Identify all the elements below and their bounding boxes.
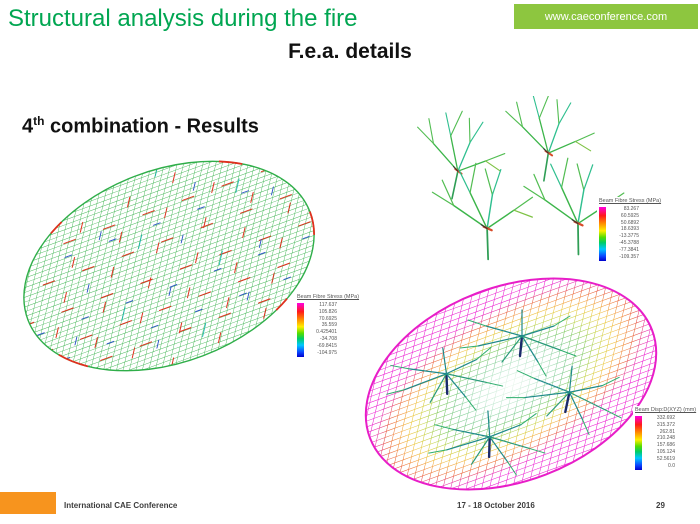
conference-url-banner: www.caeconference.com <box>514 4 698 29</box>
legend-values: 332.692 315.372 262.81 210.248 157.686 105.12… <box>645 415 675 470</box>
legend-beam-fibre-stress-left: Beam Fibre Stress (MPa) 117.637 105.826 70… <box>295 293 362 358</box>
legend-value: -109.357 <box>619 253 639 260</box>
legend-value: 210.248 <box>656 435 675 442</box>
displacement-mesh-figure <box>355 262 675 507</box>
legend-value: 0.425401 <box>316 329 337 336</box>
heading-number: 4 <box>22 115 34 138</box>
legend-value: 105.124 <box>656 448 675 455</box>
legend-value: 60.5925 <box>620 212 639 219</box>
legend-value: 83.267 <box>623 206 639 212</box>
slide-subtitle: F.e.a. details <box>288 40 412 63</box>
legend-value: -45.3788 <box>619 239 639 246</box>
stress-mesh-figure <box>9 144 329 389</box>
footer-page-number: 29 <box>656 501 665 510</box>
legend-value: -77.3841 <box>619 246 639 253</box>
legend-colorbar <box>599 207 606 261</box>
heading-text: combination - Results <box>44 115 259 138</box>
footer-conference-name: International CAE Conference <box>64 501 178 510</box>
legend-value: 18.6393 <box>620 226 639 233</box>
legend-value: 0.0 <box>668 462 675 469</box>
legend-value: 315.372 <box>656 421 675 428</box>
legend-value: 157.686 <box>656 442 675 449</box>
legend-value: 52.5619 <box>656 455 675 462</box>
legend-title: Beam Disp:D(XYZ) (mm) <box>635 407 697 413</box>
page-title: Structural analysis during the fire <box>8 5 358 32</box>
legend-title: Beam Fibre Stress (MPa) <box>599 198 662 204</box>
legend-value: 35.559 <box>321 322 337 329</box>
footer-orange-block <box>0 492 56 514</box>
legend-value: 70.6925 <box>318 315 337 322</box>
legend-value: 262.81 <box>659 428 675 435</box>
legend-value: -13.3775 <box>619 233 639 240</box>
heading-ordinal: th <box>33 114 45 128</box>
legend-value: -104.975 <box>317 349 337 356</box>
legend-colorbar <box>297 303 304 357</box>
section-heading: 4th combination - Results <box>22 114 259 139</box>
legend-colorbar <box>635 416 642 470</box>
legend-values: 117.637 105.826 70.6925 35.559 0.425401 -34.7… <box>307 302 337 357</box>
legend-beam-displacement: Beam Disp:D(XYZ) (mm) 332.692 315.372 262.… <box>633 406 699 471</box>
legend-value: 332.692 <box>656 415 675 421</box>
conference-url: www.caeconference.com <box>544 10 668 23</box>
legend-values: 83.267 60.5925 50.6892 18.6393 -13.3775 -45.3… <box>609 206 639 261</box>
legend-value: 50.6892 <box>620 219 639 226</box>
legend-value: -34.708 <box>320 335 337 342</box>
legend-beam-fibre-stress-trees: Beam Fibre Stress (MPa) 83.267 60.5925 50.… <box>597 197 664 262</box>
legend-value: -69.8415 <box>317 342 337 349</box>
legend-title: Beam Fibre Stress (MPa) <box>297 294 360 300</box>
legend-value: 117.637 <box>319 302 337 308</box>
legend-value: 105.826 <box>318 308 337 315</box>
footer-date: 17 - 18 October 2016 <box>457 501 535 510</box>
